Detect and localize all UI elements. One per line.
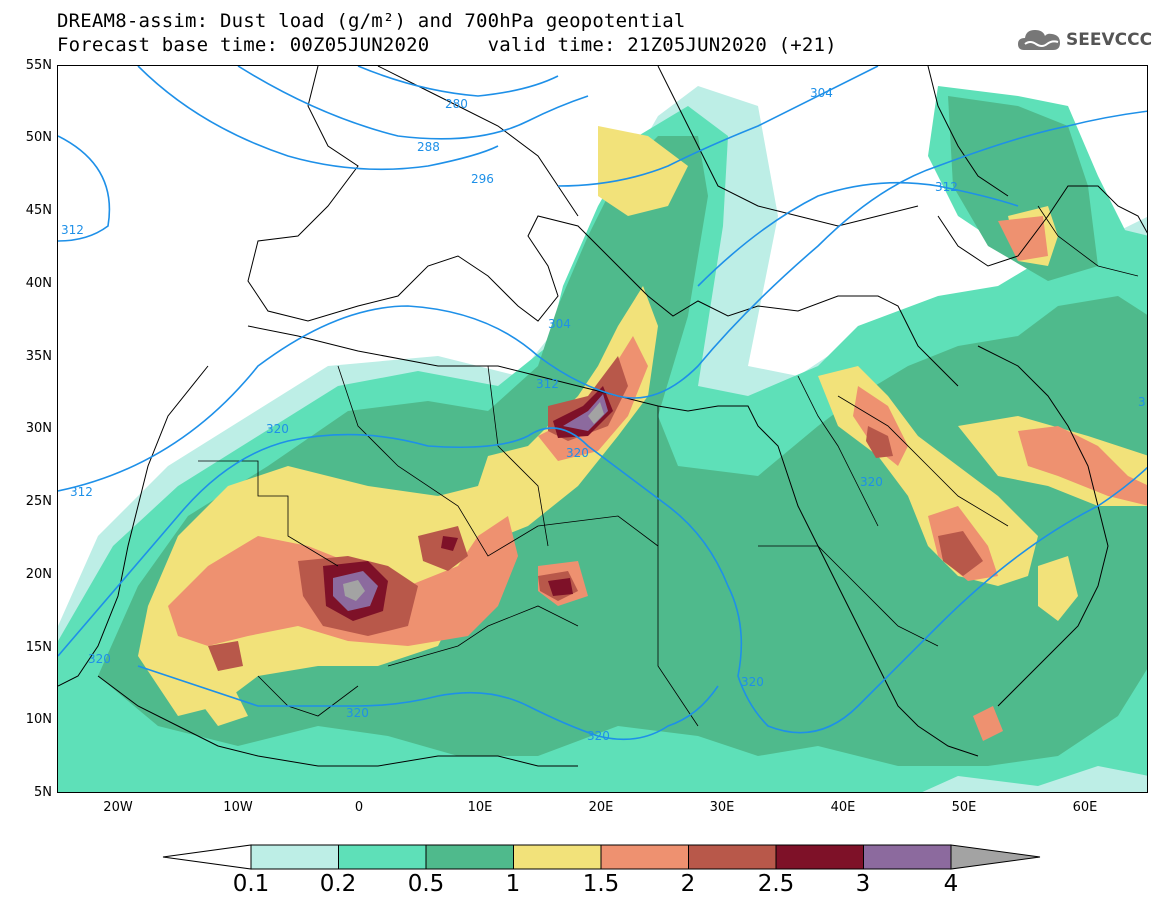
lat-label-25n: 25N	[25, 494, 52, 509]
contour-label-312-east: 312	[935, 180, 958, 194]
contour-label-320-f: 320	[346, 706, 369, 720]
colorbar-swatch-0.2-0.5	[338, 844, 427, 870]
contour-label-296: 296	[471, 172, 494, 186]
dust-level-4	[343, 402, 604, 601]
colorbar-tick-2.5: 2.5	[757, 871, 795, 897]
colorbar-tick-0.1: 0.1	[232, 871, 270, 897]
lat-label-55n: 55N	[25, 58, 52, 73]
contour-label-312-west: 312	[61, 223, 84, 237]
colorbar-tick-4: 4	[943, 871, 959, 897]
lon-label-60e: 60E	[1072, 800, 1098, 815]
contour-label-312-sw: 312	[70, 485, 93, 499]
colorbar-swatch-below-0.1	[162, 844, 252, 870]
lon-label-20e: 20E	[588, 800, 614, 815]
contour-label-320-c: 320	[860, 475, 883, 489]
colorbar-tick-1.5: 1.5	[582, 871, 620, 897]
lon-label-10w: 10W	[223, 800, 253, 815]
map-subtitle-times: Forecast base time: 00Z05JUN2020 valid t…	[57, 34, 837, 56]
lat-label-10n: 10N	[25, 712, 52, 727]
contour-label-320-a: 320	[266, 422, 289, 436]
colorbar-tick-3: 3	[855, 871, 871, 897]
colorbar-tick-0.5: 0.5	[407, 871, 445, 897]
colorbar-swatch-0.5-1	[425, 844, 514, 870]
lat-label-20n: 20N	[25, 567, 52, 582]
contour-label-288: 288	[417, 140, 440, 154]
colorbar-tick-2: 2	[680, 871, 696, 897]
lat-label-50n: 50N	[25, 130, 52, 145]
contour-label-320-d: 320	[741, 675, 764, 689]
colorbar-swatch-3-4	[863, 844, 952, 870]
colorbar-swatch-above-4	[950, 844, 1041, 870]
lat-label-15n: 15N	[25, 640, 52, 655]
contour-label-320-b: 320	[566, 446, 589, 460]
lon-label-40e: 40E	[830, 800, 856, 815]
cloud-icon	[1018, 30, 1060, 50]
lon-label-30e: 30E	[709, 800, 735, 815]
lat-label-30n: 30N	[25, 421, 52, 436]
country-borders	[198, 205, 1139, 727]
geopotential-contours	[58, 66, 1147, 741]
lat-label-35n: 35N	[25, 349, 52, 364]
map-panel[interactable]: 280 288 296 304 312 312 304 312 320 320 …	[57, 65, 1148, 793]
contour-label-312-central: 312	[536, 377, 559, 391]
map-title: DREAM8-assim: Dust load (g/m²) and 700hP…	[57, 10, 686, 32]
lat-label-5n: 5N	[34, 785, 52, 800]
colorbar-swatch-2.5-3	[775, 844, 864, 870]
contour-label-280: 280	[445, 97, 468, 111]
contour-label-320-e: 320	[88, 652, 111, 666]
colorbar-swatch-0.1-0.2	[250, 844, 339, 870]
lon-label-20w: 20W	[103, 800, 133, 815]
lat-label-45n: 45N	[25, 203, 52, 218]
contour-label-320-g: 320	[587, 729, 610, 743]
contour-labels: 280 288 296 304 312 312 304 312 320 320 …	[61, 86, 1146, 743]
colorbar-tick-1: 1	[505, 871, 521, 897]
lon-label-10e: 10E	[467, 800, 493, 815]
colorbar-swatch-1.5-2	[600, 844, 689, 870]
lat-label-40n: 40N	[25, 276, 52, 291]
colorbar-tick-0.2: 0.2	[319, 871, 357, 897]
contour-label-3-edge: 3	[1138, 395, 1146, 409]
seevccc-logo: SEEVCCC	[1016, 26, 1152, 54]
dust-map: 280 288 296 304 312 312 304 312 320 320 …	[58, 66, 1147, 792]
contour-label-304-north: 304	[810, 86, 833, 100]
logo-text: SEEVCCC	[1066, 30, 1153, 50]
contour-label-304-central: 304	[548, 317, 571, 331]
lon-label-50e: 50E	[951, 800, 977, 815]
colorbar-swatch-1-1.5	[513, 844, 602, 870]
colorbar-swatch-2-2.5	[688, 844, 777, 870]
lon-label-0: 0	[354, 800, 364, 815]
colorbar	[162, 844, 1041, 870]
